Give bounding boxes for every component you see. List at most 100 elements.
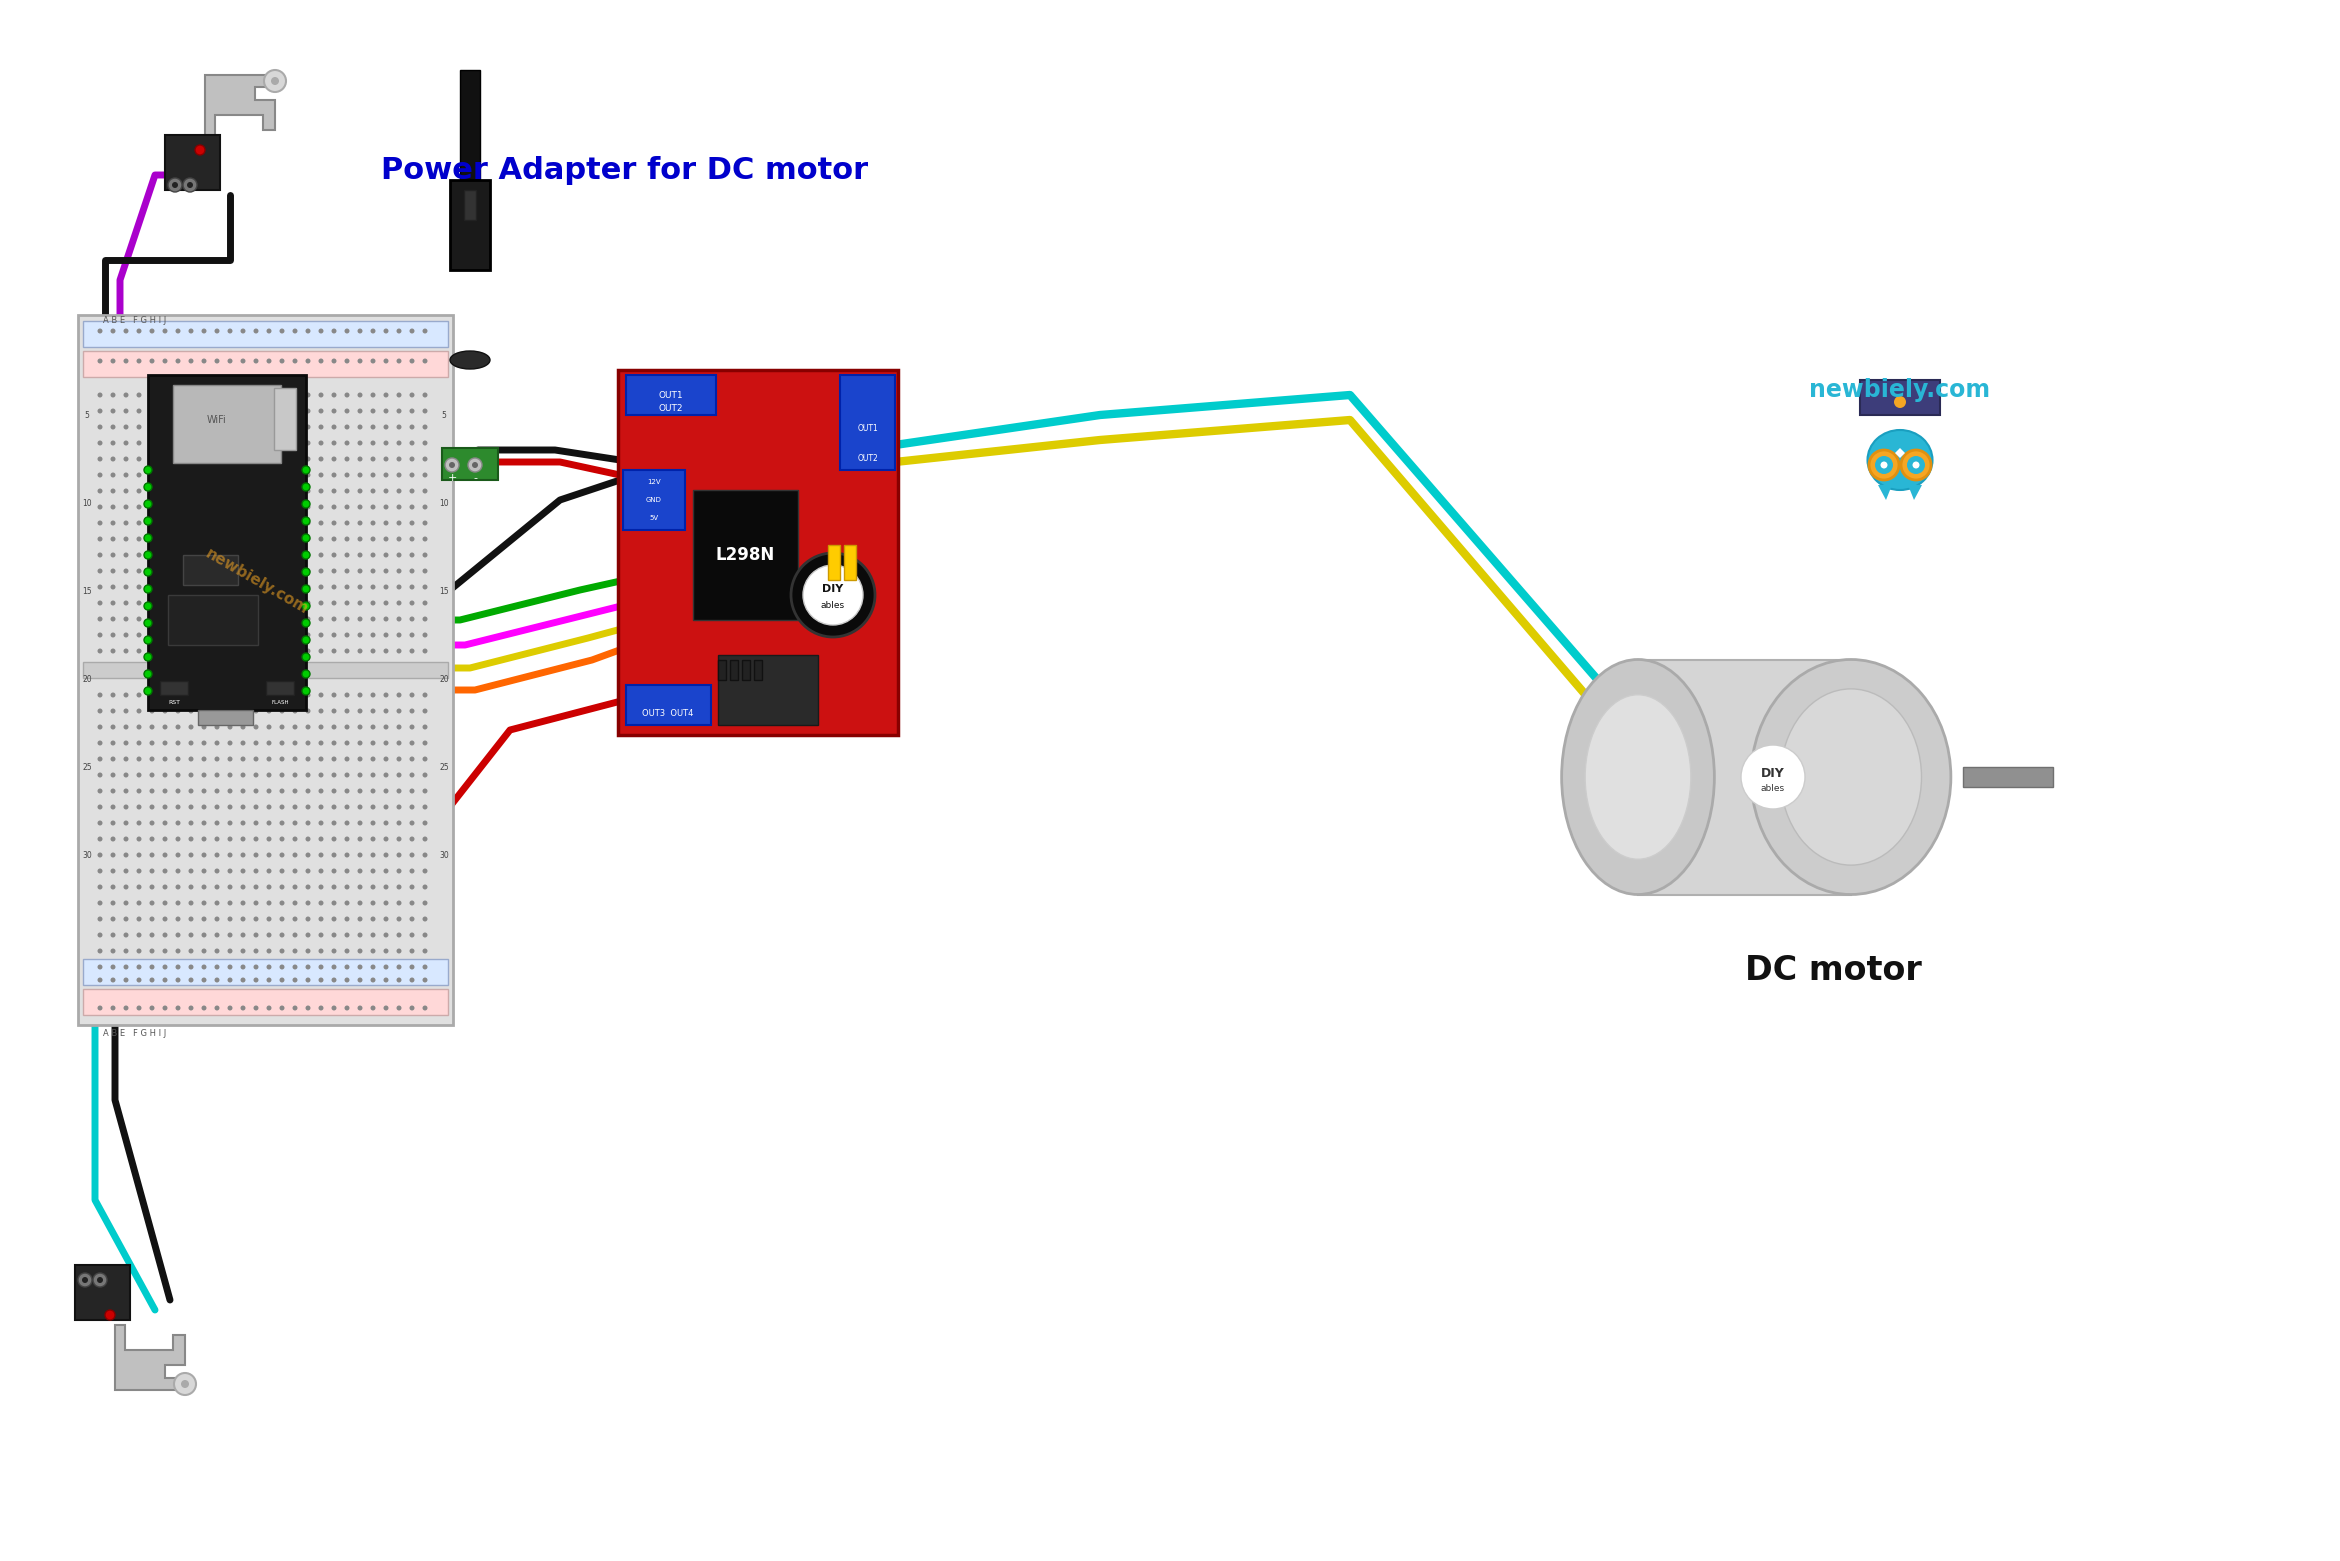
Circle shape	[278, 537, 285, 542]
Circle shape	[215, 932, 220, 938]
Circle shape	[318, 359, 323, 364]
Circle shape	[292, 489, 297, 493]
Circle shape	[227, 740, 232, 746]
Circle shape	[344, 804, 349, 810]
Circle shape	[344, 916, 349, 921]
Circle shape	[370, 504, 374, 509]
Circle shape	[136, 885, 140, 890]
Circle shape	[215, 804, 220, 810]
Circle shape	[344, 568, 349, 573]
Circle shape	[150, 885, 154, 890]
Circle shape	[307, 489, 311, 493]
Circle shape	[424, 425, 428, 429]
Circle shape	[161, 804, 168, 810]
Bar	[82, 958, 447, 985]
Circle shape	[253, 901, 257, 905]
Circle shape	[292, 932, 297, 938]
Circle shape	[307, 693, 311, 698]
Circle shape	[110, 916, 115, 921]
Circle shape	[180, 1380, 190, 1388]
Circle shape	[124, 773, 129, 777]
Circle shape	[161, 868, 168, 874]
Circle shape	[1874, 456, 1893, 475]
Circle shape	[410, 837, 414, 841]
Circle shape	[384, 440, 388, 445]
Circle shape	[173, 1374, 197, 1396]
Circle shape	[332, 965, 337, 969]
Circle shape	[190, 489, 194, 493]
Circle shape	[358, 788, 363, 793]
Circle shape	[384, 456, 388, 462]
Circle shape	[110, 773, 115, 777]
Circle shape	[98, 949, 103, 954]
Circle shape	[241, 740, 246, 746]
Bar	[82, 662, 447, 677]
Circle shape	[302, 534, 309, 542]
Circle shape	[98, 440, 103, 445]
Circle shape	[424, 504, 428, 509]
Ellipse shape	[449, 351, 489, 368]
Circle shape	[190, 724, 194, 729]
Circle shape	[110, 392, 115, 398]
Circle shape	[201, 504, 206, 509]
Circle shape	[124, 868, 129, 874]
Text: RST: RST	[168, 699, 180, 704]
Text: 30: 30	[440, 851, 449, 860]
Circle shape	[190, 440, 194, 445]
Circle shape	[136, 648, 140, 654]
Circle shape	[190, 821, 194, 826]
Circle shape	[176, 773, 180, 777]
Circle shape	[253, 852, 257, 857]
Circle shape	[424, 837, 428, 841]
Circle shape	[318, 932, 323, 938]
Circle shape	[395, 1005, 402, 1010]
Circle shape	[201, 537, 206, 542]
Bar	[75, 1264, 131, 1321]
Circle shape	[332, 601, 337, 606]
Circle shape	[124, 977, 129, 982]
Circle shape	[136, 709, 140, 713]
Circle shape	[124, 601, 129, 606]
Circle shape	[253, 724, 257, 729]
Circle shape	[278, 977, 285, 982]
Circle shape	[307, 568, 311, 573]
Circle shape	[136, 693, 140, 698]
Circle shape	[215, 440, 220, 445]
Circle shape	[241, 757, 246, 762]
Circle shape	[227, 1005, 232, 1010]
Circle shape	[176, 553, 180, 557]
Circle shape	[267, 788, 271, 793]
Circle shape	[318, 440, 323, 445]
Circle shape	[292, 773, 297, 777]
Circle shape	[267, 868, 271, 874]
Circle shape	[215, 456, 220, 462]
Circle shape	[332, 821, 337, 826]
Circle shape	[215, 977, 220, 982]
Circle shape	[150, 901, 154, 905]
Circle shape	[176, 932, 180, 938]
Circle shape	[98, 456, 103, 462]
Text: WiFi: WiFi	[208, 415, 227, 425]
Circle shape	[395, 537, 402, 542]
Circle shape	[161, 740, 168, 746]
Circle shape	[124, 949, 129, 954]
Circle shape	[150, 821, 154, 826]
Circle shape	[424, 632, 428, 637]
Circle shape	[424, 553, 428, 557]
Circle shape	[161, 788, 168, 793]
Circle shape	[98, 359, 103, 364]
Circle shape	[190, 359, 194, 364]
Circle shape	[215, 504, 220, 509]
Circle shape	[161, 520, 168, 526]
Circle shape	[278, 852, 285, 857]
Circle shape	[215, 359, 220, 364]
Polygon shape	[1879, 485, 1893, 500]
Text: GND: GND	[646, 496, 662, 503]
Circle shape	[190, 885, 194, 890]
Circle shape	[201, 409, 206, 414]
Circle shape	[424, 709, 428, 713]
Circle shape	[190, 425, 194, 429]
Circle shape	[161, 601, 168, 606]
Text: 30: 30	[82, 851, 91, 860]
Circle shape	[358, 724, 363, 729]
